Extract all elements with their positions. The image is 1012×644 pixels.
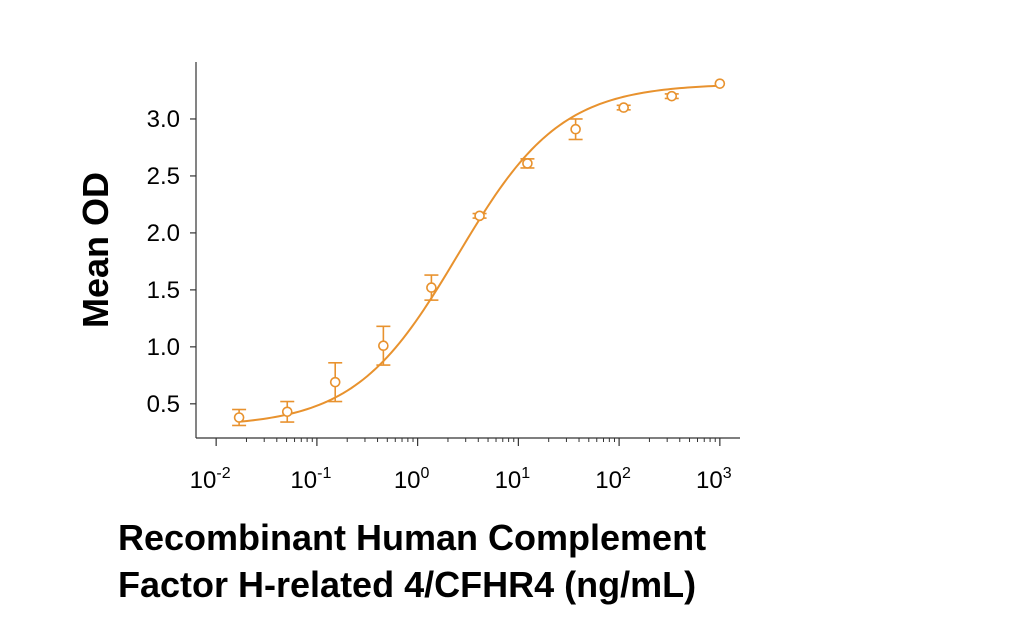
data-point bbox=[281, 406, 293, 418]
x-tick-label: 103 bbox=[696, 465, 732, 494]
data-point bbox=[378, 340, 389, 352]
data-point bbox=[522, 158, 533, 169]
data-point bbox=[474, 210, 485, 222]
data-point bbox=[570, 123, 581, 135]
data-point bbox=[426, 282, 437, 293]
x-tick-label: 102 bbox=[595, 465, 631, 494]
x-axis-label-line-2: Factor H-related 4/CFHR4 (ng/mL) bbox=[118, 564, 696, 605]
y-tick-label: 2.0 bbox=[147, 220, 180, 247]
y-tick-label: 2.5 bbox=[147, 163, 180, 190]
x-tick-label: 10-2 bbox=[190, 465, 231, 494]
y-tick-label: 0.5 bbox=[147, 391, 180, 418]
data-point bbox=[714, 78, 726, 89]
y-tick-label: 1.0 bbox=[147, 334, 180, 361]
data-points bbox=[233, 78, 726, 423]
axes bbox=[195, 62, 740, 439]
x-axis-label-line-1: Recombinant Human Complement bbox=[118, 517, 706, 558]
data-point bbox=[666, 90, 678, 102]
x-tick-label: 101 bbox=[495, 465, 531, 494]
data-point bbox=[233, 412, 245, 423]
y-axis-label: Mean OD bbox=[75, 172, 116, 328]
fit-curve bbox=[239, 84, 720, 423]
y-tick-label: 3.0 bbox=[147, 106, 180, 133]
data-point bbox=[329, 376, 341, 388]
x-ticks: 10-2 10-1 100 101 102 103 bbox=[190, 438, 732, 494]
x-tick-label: 100 bbox=[394, 465, 430, 494]
y-ticks: 0.5 1.0 1.5 2.0 2.5 3.0 bbox=[147, 106, 196, 418]
data-point bbox=[618, 102, 629, 113]
y-tick-label: 1.5 bbox=[147, 277, 180, 304]
x-tick-label: 10-1 bbox=[290, 465, 331, 494]
